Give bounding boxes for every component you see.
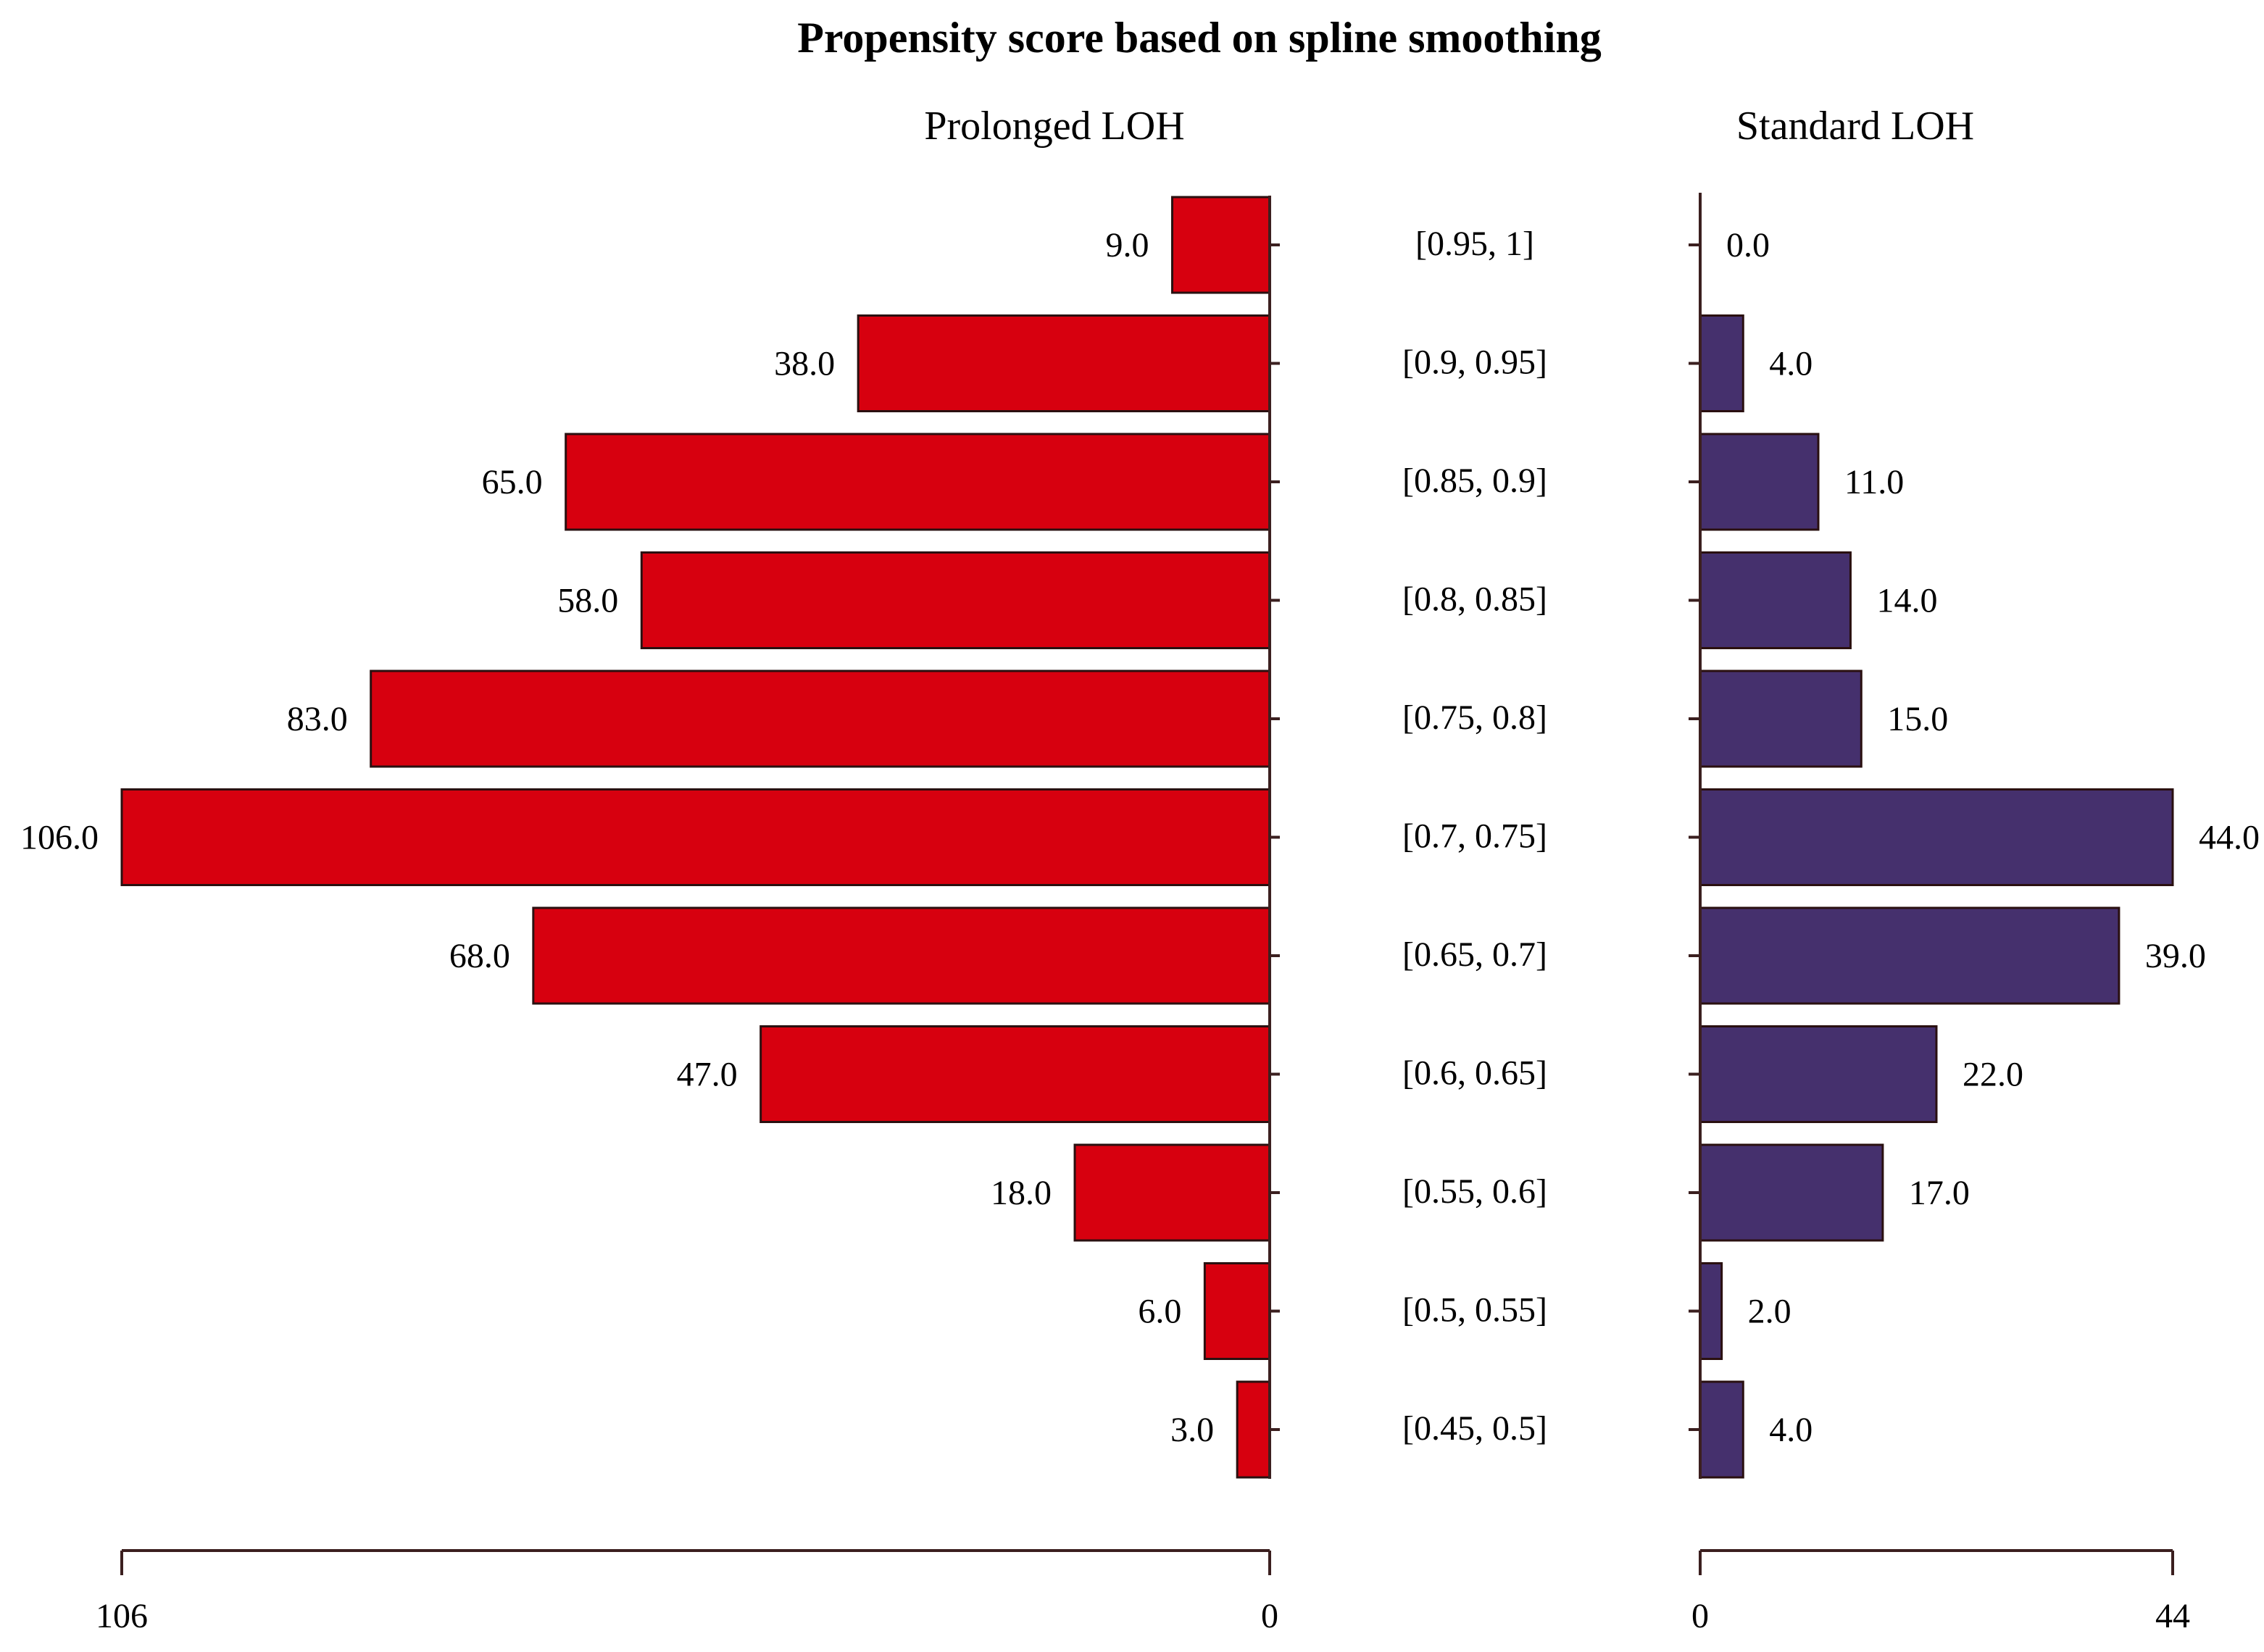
right-bar-5	[1699, 788, 2174, 886]
left-value-label-1: 38.0	[774, 345, 835, 383]
left-panel-title: Prolonged LOH	[924, 104, 1184, 149]
category-label-0: [0.95, 1]	[1415, 225, 1534, 263]
left-value-label-2: 65.0	[482, 463, 543, 501]
right-value-label-1: 4.0	[1769, 345, 1813, 383]
left-bar-3	[640, 551, 1271, 649]
right-value-label-4: 15.0	[1887, 700, 1948, 738]
right-x-tick-label-max: 44	[2155, 1597, 2190, 1635]
right-bar-6	[1699, 906, 2121, 1005]
left-bar-1	[857, 314, 1271, 412]
left-value-label-0: 9.0	[1106, 226, 1149, 264]
right-bar-1	[1699, 314, 1744, 412]
left-bar-5	[120, 788, 1271, 886]
left-bar-9	[1203, 1262, 1271, 1360]
right-value-label-9: 2.0	[1748, 1293, 1791, 1331]
left-x-tick-label-max: 106	[96, 1597, 148, 1635]
left-bar-0	[1171, 196, 1271, 294]
left-bar-8	[1073, 1143, 1271, 1242]
right-value-label-5: 44.0	[2199, 819, 2260, 857]
left-value-label-10: 3.0	[1170, 1411, 1214, 1449]
right-value-label-7: 22.0	[1963, 1056, 2023, 1094]
right-value-label-3: 14.0	[1876, 582, 1937, 620]
right-bar-2	[1699, 433, 1820, 531]
chart-title: Propensity score based on spline smoothi…	[797, 14, 1602, 62]
right-value-label-0: 0.0	[1726, 226, 1770, 264]
left-value-label-9: 6.0	[1138, 1293, 1181, 1331]
right-bar-4	[1699, 669, 1863, 768]
category-label-9: [0.5, 0.55]	[1402, 1291, 1547, 1330]
left-value-label-4: 83.0	[287, 700, 348, 738]
axes-group: 106 0 0 44	[96, 193, 2190, 1635]
right-bar-3	[1699, 551, 1852, 649]
left-value-label-6: 68.0	[449, 937, 510, 975]
right-bar-8	[1699, 1143, 1884, 1242]
left-bar-2	[565, 433, 1271, 531]
right-panel-title: Standard LOH	[1736, 104, 1974, 149]
category-label-10: [0.45, 0.5]	[1402, 1409, 1547, 1448]
right-bar-7	[1699, 1025, 1938, 1123]
right-x-tick-label-zero: 0	[1691, 1597, 1709, 1635]
right-value-label-10: 4.0	[1769, 1411, 1813, 1449]
category-label-2: [0.85, 0.9]	[1402, 462, 1547, 500]
category-label-3: [0.8, 0.85]	[1402, 580, 1547, 619]
category-label-6: [0.65, 0.7]	[1402, 935, 1547, 974]
category-labels-group: [0.95, 1] [0.9, 0.95] [0.85, 0.9] [0.8, 0.8…	[1402, 225, 1547, 1448]
left-bar-7	[759, 1025, 1271, 1123]
right-value-label-8: 17.0	[1909, 1174, 1970, 1212]
left-bars-group: 9.0 38.0 65.0 58.0 83.0 106.0 68.0 47.0 18.0 6.0 3…	[20, 196, 1280, 1479]
right-bars-group: 0.0 4.0 11.0 14.0 15.0 44.0 39.0 22.0 17.0 2.0 4.0	[1689, 226, 2260, 1479]
left-value-label-3: 58.0	[557, 582, 618, 620]
category-label-8: [0.55, 0.6]	[1402, 1172, 1547, 1211]
left-value-label-7: 47.0	[677, 1056, 738, 1094]
right-bar-10	[1699, 1380, 1744, 1479]
right-bar-9	[1699, 1262, 1723, 1360]
right-value-label-2: 11.0	[1844, 463, 1904, 501]
category-label-4: [0.75, 0.8]	[1402, 698, 1547, 737]
category-label-7: [0.6, 0.65]	[1402, 1054, 1547, 1093]
left-bar-6	[532, 906, 1271, 1005]
category-label-1: [0.9, 0.95]	[1402, 343, 1547, 382]
left-value-label-5: 106.0	[20, 819, 99, 857]
right-value-label-6: 39.0	[2145, 937, 2206, 975]
left-bar-10	[1236, 1380, 1271, 1479]
category-label-5: [0.7, 0.75]	[1402, 817, 1547, 856]
left-x-tick-label-zero: 0	[1261, 1597, 1278, 1635]
left-bar-4	[370, 669, 1271, 768]
left-value-label-8: 18.0	[991, 1174, 1052, 1212]
